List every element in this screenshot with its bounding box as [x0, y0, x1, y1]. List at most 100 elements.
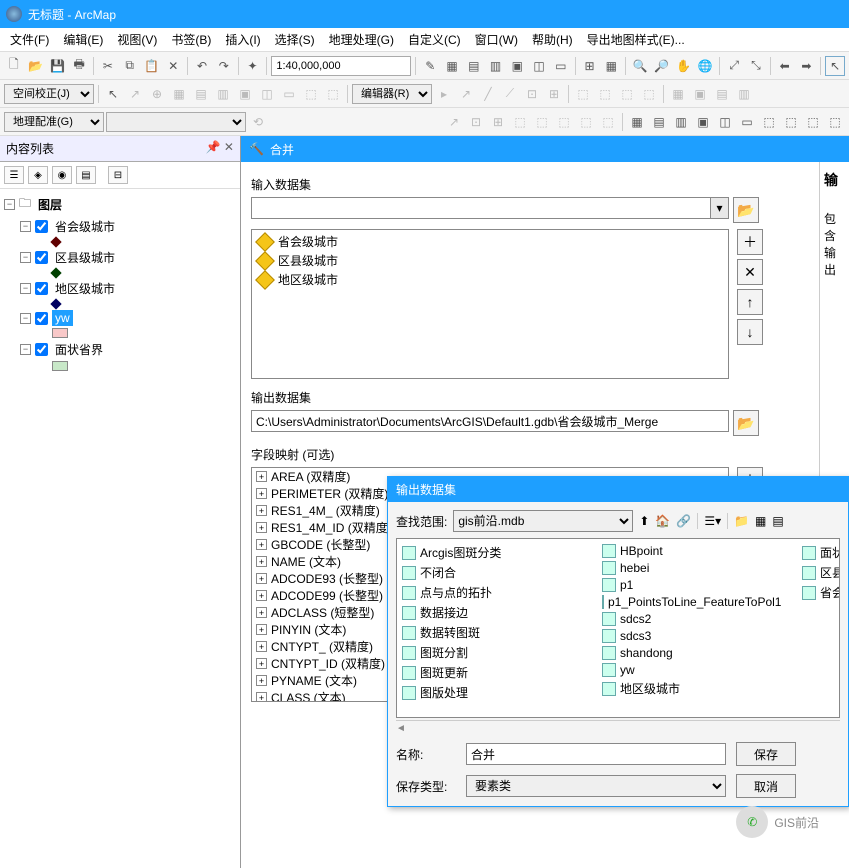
- layer-name[interactable]: 面状省界: [52, 340, 106, 359]
- full-extent-icon[interactable]: 🌐: [696, 56, 716, 76]
- input-dataset-combo[interactable]: ▾: [251, 197, 729, 219]
- tb-icon[interactable]: ↗: [125, 84, 145, 104]
- back-icon[interactable]: ⬅: [775, 56, 795, 76]
- undo-icon[interactable]: ↶: [192, 56, 212, 76]
- menu-view[interactable]: 视图(V): [111, 29, 163, 50]
- pan-icon[interactable]: ✋: [674, 56, 694, 76]
- field-item[interactable]: ADCODE99 (长整型): [271, 587, 383, 604]
- tb-icon[interactable]: ▣: [507, 56, 527, 76]
- menu-edit[interactable]: 编辑(E): [57, 29, 109, 50]
- menu-geoprocessing[interactable]: 地理处理(G): [323, 29, 400, 50]
- move-down-icon[interactable]: ↓: [737, 319, 763, 345]
- collapse-icon[interactable]: −: [4, 199, 15, 210]
- lookin-combo[interactable]: gis前沿.mdb: [453, 510, 633, 532]
- file-item[interactable]: 省会: [820, 584, 840, 601]
- layer-name[interactable]: 省会级城市: [52, 217, 118, 236]
- nav-icon[interactable]: ⤢: [724, 56, 744, 76]
- tb-icon[interactable]: ⬚: [510, 112, 530, 132]
- tb-icon[interactable]: ▥: [671, 112, 691, 132]
- menu-export[interactable]: 导出地图样式(E)...: [581, 29, 691, 50]
- menu-window[interactable]: 窗口(W): [469, 29, 524, 50]
- tb-icon[interactable]: ▭: [551, 56, 571, 76]
- layer-checkbox[interactable]: [35, 251, 48, 264]
- forward-icon[interactable]: ➡: [797, 56, 817, 76]
- select-icon[interactable]: ↖: [825, 56, 845, 76]
- up-icon[interactable]: ⬆: [639, 514, 649, 528]
- dlg-cancel-button[interactable]: 取消: [736, 774, 796, 798]
- open-icon[interactable]: 📂: [26, 56, 46, 76]
- tb-icon[interactable]: ▥: [734, 84, 754, 104]
- expand-icon[interactable]: +: [256, 539, 267, 550]
- file-item[interactable]: p1_PointsToLine_FeatureToPol1: [608, 595, 781, 609]
- tb-icon[interactable]: ◫: [257, 84, 277, 104]
- expand-icon[interactable]: +: [256, 471, 267, 482]
- field-item[interactable]: AREA (双精度): [271, 468, 350, 485]
- tb-icon[interactable]: ⬚: [573, 84, 593, 104]
- field-item[interactable]: NAME (文本): [271, 553, 341, 570]
- collapse-icon[interactable]: −: [20, 252, 31, 263]
- list-item[interactable]: 地区级城市: [278, 271, 338, 288]
- editor-tb-icon[interactable]: ✎: [420, 56, 440, 76]
- pointer-icon[interactable]: ↖: [103, 84, 123, 104]
- menu-select[interactable]: 选择(S): [269, 29, 321, 50]
- tb-icon[interactable]: ⬚: [598, 112, 618, 132]
- tb-icon[interactable]: ▥: [213, 84, 233, 104]
- file-item[interactable]: 数据接边: [420, 604, 468, 621]
- tb-icon[interactable]: ▦: [601, 56, 621, 76]
- tb-icon[interactable]: ⊞: [544, 84, 564, 104]
- tb-icon[interactable]: ⬚: [576, 112, 596, 132]
- tb-icon[interactable]: ⊡: [466, 112, 486, 132]
- menu-bookmarks[interactable]: 书签(B): [165, 29, 217, 50]
- georef-dropdown[interactable]: 地理配准(G): [4, 112, 104, 132]
- add-icon[interactable]: ＋: [737, 229, 763, 255]
- tb-icon[interactable]: ◫: [715, 112, 735, 132]
- toc-view-btn[interactable]: ◉: [52, 166, 72, 184]
- tb-icon[interactable]: ⬚: [595, 84, 615, 104]
- tb-icon[interactable]: ▭: [279, 84, 299, 104]
- field-item[interactable]: CLASS (文本): [271, 689, 346, 702]
- chevron-down-icon[interactable]: ▾: [710, 198, 728, 218]
- layer-checkbox[interactable]: [35, 220, 48, 233]
- tb-icon[interactable]: ◫: [529, 56, 549, 76]
- file-item[interactable]: p1: [620, 578, 633, 592]
- menu-customize[interactable]: 自定义(C): [402, 29, 467, 50]
- redo-icon[interactable]: ↷: [214, 56, 234, 76]
- expand-icon[interactable]: +: [256, 590, 267, 601]
- tb-icon[interactable]: ▣: [235, 84, 255, 104]
- move-up-icon[interactable]: ↑: [737, 289, 763, 315]
- tb-icon[interactable]: ▦: [442, 56, 462, 76]
- expand-icon[interactable]: +: [256, 522, 267, 533]
- file-item[interactable]: yw: [620, 663, 635, 677]
- tb-icon[interactable]: ⊕: [147, 84, 167, 104]
- georef-layer-dropdown[interactable]: [106, 112, 246, 132]
- list-item[interactable]: 区县级城市: [278, 252, 338, 269]
- tb-icon[interactable]: ⬚: [532, 112, 552, 132]
- file-item[interactable]: 图斑更新: [420, 664, 468, 681]
- file-item[interactable]: sdcs2: [620, 612, 651, 626]
- tb-icon[interactable]: ⬚: [781, 112, 801, 132]
- tb-icon[interactable]: ▦: [668, 84, 688, 104]
- modelbuilder-icon[interactable]: ⊞: [580, 56, 600, 76]
- file-item[interactable]: 图斑分割: [420, 644, 468, 661]
- expand-icon[interactable]: +: [256, 658, 267, 669]
- field-item[interactable]: PINYIN (文本): [271, 621, 346, 638]
- tb-icon[interactable]: ⬚: [759, 112, 779, 132]
- field-item[interactable]: PERIMETER (双精度): [271, 485, 388, 502]
- zoom-out-icon[interactable]: 🔎: [652, 56, 672, 76]
- paste-icon[interactable]: 📋: [142, 56, 162, 76]
- new-folder-icon[interactable]: 📁: [734, 514, 749, 528]
- file-list[interactable]: Arcgis图斑分类不闭合点与点的拓扑数据接边数据转图斑图斑分割图斑更新图版处理…: [396, 538, 840, 718]
- remove-icon[interactable]: ✕: [737, 259, 763, 285]
- file-item[interactable]: 点与点的拓扑: [420, 584, 492, 601]
- field-item[interactable]: CNTYPT_ (双精度): [271, 638, 373, 655]
- menu-file[interactable]: 文件(F): [4, 29, 55, 50]
- collapse-icon[interactable]: −: [20, 283, 31, 294]
- layer-checkbox[interactable]: [35, 343, 48, 356]
- print-icon[interactable]: 🖶: [69, 56, 89, 76]
- field-item[interactable]: RES1_4M_ (双精度): [271, 502, 380, 519]
- add-data-icon[interactable]: ✦: [243, 56, 263, 76]
- editor-dropdown[interactable]: 编辑器(R): [352, 84, 432, 104]
- tb-icon[interactable]: ▣: [693, 112, 713, 132]
- tb-icon[interactable]: ▤: [712, 84, 732, 104]
- tb-icon[interactable]: ╱: [478, 84, 498, 104]
